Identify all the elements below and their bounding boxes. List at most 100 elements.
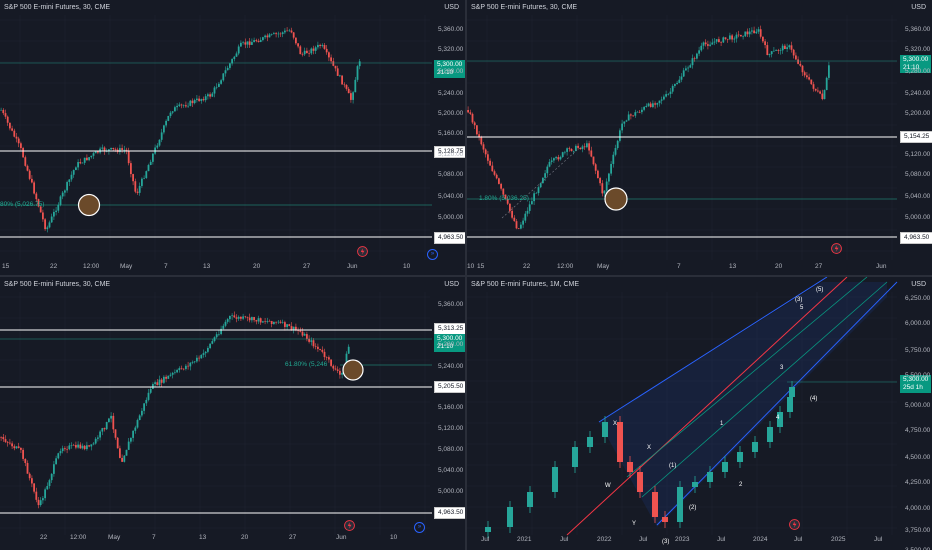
candle <box>213 87 216 94</box>
x-axis-tick: 10 <box>467 263 475 270</box>
x-axis-tick: 20 <box>775 263 783 270</box>
candle <box>215 86 218 88</box>
y-axis-tick: 5,240.00 <box>438 363 464 370</box>
chart-pane-4[interactable]: S&P 500 E-mini Futures, 1M, CME USD 5,30… <box>467 277 932 550</box>
candle <box>630 114 632 116</box>
fib-label: 80% (5,026.75) <box>0 201 45 208</box>
level-tag: 4,963.50 <box>900 232 932 244</box>
candle <box>707 44 709 46</box>
chart-canvas-1[interactable] <box>0 0 465 275</box>
tradingview-logo-icon[interactable] <box>789 519 800 530</box>
candle <box>6 116 9 123</box>
candle <box>737 452 743 462</box>
candle <box>507 507 513 527</box>
candle <box>13 130 16 137</box>
x-axis-tick: 10 <box>403 263 411 270</box>
candle <box>37 199 40 207</box>
candle <box>792 49 795 56</box>
level-tag: 4,963.50 <box>434 507 465 519</box>
candle <box>671 85 674 92</box>
candle <box>130 437 132 442</box>
candle <box>526 210 529 214</box>
candle <box>39 500 42 506</box>
candle <box>257 318 260 322</box>
scroll-to-realtime-icon[interactable]: » <box>427 249 438 260</box>
x-axis-tick: 13 <box>729 263 737 270</box>
candle <box>336 369 339 371</box>
candle <box>222 325 225 329</box>
candle <box>77 162 79 168</box>
candle <box>601 183 604 194</box>
candle <box>237 316 240 319</box>
chart-pane-3[interactable]: S&P 500 E-mini Futures, 30, CME USD 5,31… <box>0 277 465 550</box>
candle <box>797 59 799 64</box>
candle <box>169 112 172 116</box>
candle <box>504 194 507 199</box>
tradingview-logo-icon[interactable] <box>344 520 355 531</box>
candle <box>31 178 33 183</box>
channel-line <box>598 277 828 423</box>
chart-canvas-4[interactable] <box>467 277 932 550</box>
currency-label[interactable]: USD <box>911 4 926 11</box>
candle <box>552 467 558 492</box>
y-axis-tick: 3,500.00 <box>905 547 930 550</box>
elliott-wave-label: X <box>613 421 618 427</box>
tradingview-logo-icon[interactable] <box>357 246 368 257</box>
scroll-to-realtime-icon[interactable]: » <box>414 522 425 533</box>
candle <box>550 160 553 162</box>
candle <box>268 34 271 38</box>
candle <box>561 152 564 158</box>
chart-canvas-3[interactable] <box>0 277 465 550</box>
candle <box>570 148 573 152</box>
candle <box>270 321 273 325</box>
candle <box>306 334 308 339</box>
candle <box>652 492 658 517</box>
candle <box>202 353 205 355</box>
candle <box>198 98 200 101</box>
candle <box>198 357 200 359</box>
candle <box>777 412 783 427</box>
candle <box>713 41 716 43</box>
elliott-wave-label: X <box>647 445 652 451</box>
candle <box>24 458 27 463</box>
horizontal-divider[interactable] <box>0 275 932 277</box>
candle <box>94 151 97 154</box>
candle <box>700 45 703 51</box>
chart-pane-2[interactable]: S&P 500 E-mini Futures, 30, CME USD 5,30… <box>467 0 932 275</box>
candle <box>231 315 233 317</box>
y-axis-tick: 5,500.00 <box>905 372 931 379</box>
candle <box>588 143 590 151</box>
x-axis-tick: Jul <box>794 536 803 543</box>
tradingview-logo-icon[interactable] <box>831 243 842 254</box>
candle <box>279 33 282 35</box>
candle <box>202 99 205 101</box>
candle <box>68 179 71 183</box>
candle <box>57 204 60 211</box>
candle <box>132 430 134 438</box>
x-axis-tick: 27 <box>289 534 297 541</box>
elliott-wave-label: (5) <box>816 287 824 293</box>
candle <box>246 317 249 318</box>
candle <box>88 157 90 161</box>
candle <box>709 44 711 46</box>
candle <box>220 80 222 84</box>
pitchfork-fill <box>599 282 887 527</box>
candle <box>676 82 678 85</box>
chart-pane-1[interactable]: S&P 500 E-mini Futures, 30, CME USD 5,30… <box>0 0 465 275</box>
candle <box>643 107 645 110</box>
currency-label[interactable]: USD <box>444 4 459 11</box>
candle <box>224 70 227 74</box>
y-axis-tick: 5,320.00 <box>905 46 931 53</box>
y-axis-tick: 5,280.00 <box>438 341 464 348</box>
candle <box>174 372 176 373</box>
candle <box>568 148 571 149</box>
candle <box>767 427 773 442</box>
y-axis-tick: 5,240.00 <box>905 90 931 97</box>
elliott-wave-label: W <box>605 483 611 489</box>
y-axis-tick: 4,500.00 <box>905 454 931 461</box>
chart-canvas-2[interactable] <box>467 0 932 275</box>
candle <box>229 63 231 68</box>
currency-label[interactable]: USD <box>444 281 459 288</box>
channel-line <box>566 277 848 536</box>
currency-label[interactable]: USD <box>911 281 926 288</box>
